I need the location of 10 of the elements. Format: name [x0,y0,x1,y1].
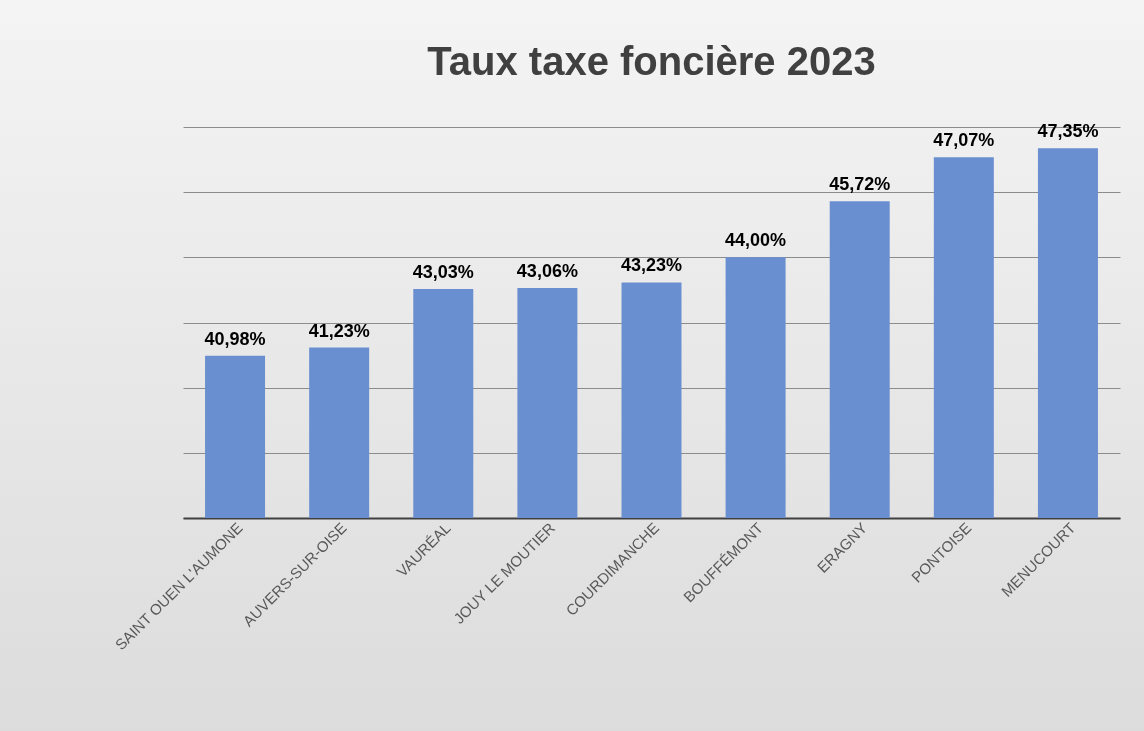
data-label: 41,23% [308,320,370,341]
data-label: 44,00% [725,230,787,251]
data-label: 47,07% [933,130,995,151]
data-label: 43,03% [412,261,474,282]
data-label: 40,98% [204,328,266,349]
data-label: 47,35% [1037,121,1099,142]
data-label: 43,06% [516,260,578,281]
data-label: 43,23% [620,255,683,276]
data-label: 45,72% [829,174,891,195]
chart-title: Taux taxe foncière 2023 [427,39,876,84]
